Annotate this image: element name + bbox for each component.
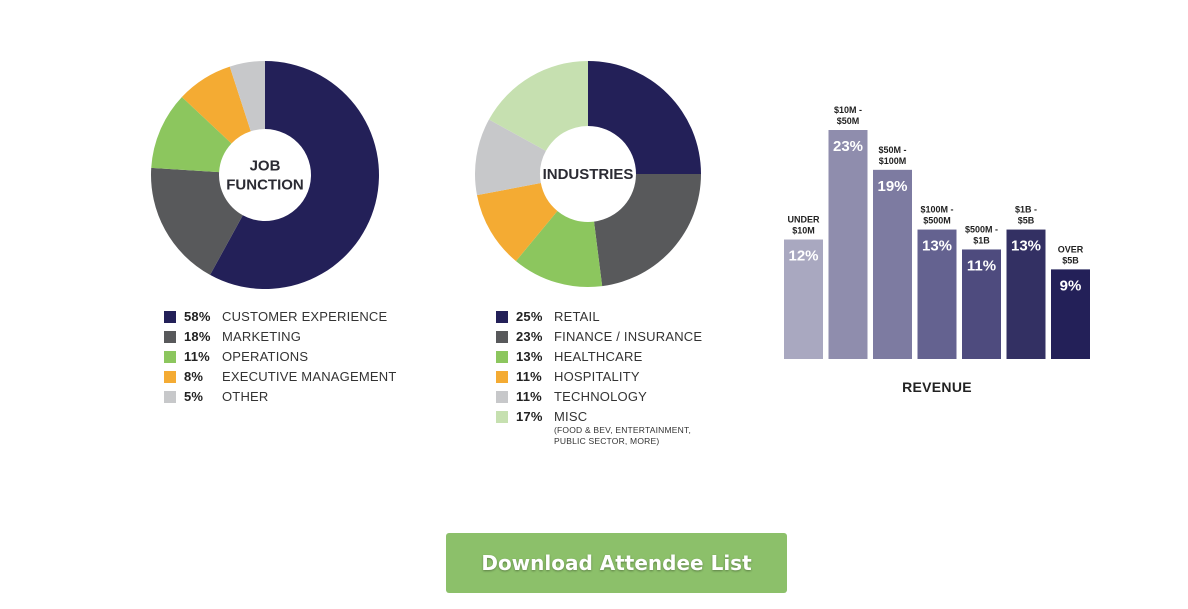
industries-legend: 25% RETAIL 23% FINANCE / INSURANCE 13% HEALTH…: [496, 307, 756, 446]
legend-swatch: [496, 371, 508, 383]
revenue-bar-value: 19%: [877, 178, 907, 195]
job-function-slice-other: [229, 61, 265, 132]
job-function-title-line: FUNCTION: [226, 177, 304, 194]
legend-swatch: [496, 411, 508, 423]
industries-legend-item: 13% HEALTHCARE: [496, 347, 756, 367]
industries-title-line: INDUSTRIES: [543, 166, 634, 183]
revenue-bar-value: 23%: [833, 138, 863, 155]
industries-slice-hospitality: [477, 182, 558, 262]
revenue-category-label: $500M: [923, 216, 951, 226]
revenue-category-label: $5B: [1062, 255, 1079, 265]
legend-label: OTHER: [222, 389, 269, 404]
legend-swatch: [496, 331, 508, 343]
revenue-bar: [917, 229, 957, 359]
industries-slice-retail: [588, 61, 701, 174]
legend-swatch: [164, 391, 176, 403]
legend-percent: 11%: [184, 349, 210, 364]
legend-label: OPERATIONS: [222, 349, 309, 364]
revenue-bar-value: 13%: [922, 238, 952, 255]
legend-percent: 25%: [516, 309, 543, 324]
industries-legend-item: 23% FINANCE / INSURANCE: [496, 327, 756, 347]
revenue-bar-value: 9%: [1060, 277, 1082, 294]
revenue-category-label: $1B: [973, 235, 990, 245]
legend-label: FINANCE / INSURANCE: [554, 329, 703, 344]
revenue-bar: [962, 249, 1001, 359]
legend-percent: 11%: [516, 369, 542, 384]
industries-legend-item: 17% MISC (FOOD & BEV, ENTERTAINMENT, PUBLI…: [496, 407, 756, 446]
revenue-bar-value: 13%: [1011, 238, 1041, 255]
industries-donut: INDUSTRIES: [475, 61, 701, 287]
revenue-category-label: $500M -: [965, 224, 998, 234]
legend-percent: 13%: [516, 349, 543, 364]
revenue-category-label: $5B: [1018, 216, 1035, 226]
industries-slice-healthcare: [515, 210, 603, 287]
legend-percent: 17%: [516, 409, 543, 424]
legend-swatch: [164, 371, 176, 383]
revenue-category-label: $100M -: [920, 205, 953, 215]
revenue-bar-value: 12%: [788, 248, 818, 265]
legend-label: HEALTHCARE: [554, 349, 643, 364]
legend-percent: 18%: [184, 329, 211, 344]
job-function-title-line: JOB: [250, 158, 281, 175]
job-function-slice-executive-management: [181, 66, 251, 144]
legend-percent: 11%: [516, 389, 542, 404]
revenue-category-label: UNDER: [787, 215, 820, 225]
revenue-category-label: $10M -: [834, 105, 862, 115]
revenue-bar-chart: 12% UNDER$10M 23% $10M -$50M 19% $50M -$100M 1…: [784, 105, 1090, 395]
legend-note: (FOOD & BEV, ENTERTAINMENT, PUBLIC SECTO…: [554, 425, 692, 446]
industries-legend-item: 11% TECHNOLOGY: [496, 387, 756, 407]
revenue-bar: [828, 130, 868, 359]
revenue-category-label: $50M: [837, 116, 860, 126]
legend-label: MISC: [554, 409, 588, 424]
job-function-legend-item: 8% EXECUTIVE MANAGEMENT: [164, 367, 424, 387]
legend-swatch: [496, 311, 508, 323]
revenue-category-label: OVER: [1058, 244, 1084, 254]
legend-swatch: [164, 311, 176, 323]
job-function-legend-item: 11% OPERATIONS: [164, 347, 424, 367]
revenue-title: REVENUE: [902, 379, 972, 395]
legend-swatch: [164, 331, 176, 343]
revenue-category-label: $50M -: [878, 145, 906, 155]
legend-swatch: [496, 351, 508, 363]
job-function-slice-operations: [151, 96, 232, 173]
industries-legend-item: 11% HOSPITALITY: [496, 367, 756, 387]
legend-label: HOSPITALITY: [554, 369, 640, 384]
revenue-category-label: $1B -: [1015, 205, 1037, 215]
revenue-category-label: $100M: [879, 156, 907, 166]
job-function-legend-item: 58% CUSTOMER EXPERIENCE: [164, 307, 424, 327]
legend-percent: 8%: [184, 369, 204, 384]
industries-slice-misc: [488, 61, 588, 151]
legend-label: MARKETING: [222, 329, 302, 344]
legend-swatch: [496, 391, 508, 403]
industries-legend-item: 25% RETAIL: [496, 307, 756, 327]
revenue-bar: [1006, 229, 1046, 359]
download-attendee-list-button[interactable]: Download Attendee List: [446, 533, 787, 593]
legend-swatch: [164, 351, 176, 363]
job-function-slice-customer-experience: [210, 61, 379, 289]
legend-label: TECHNOLOGY: [554, 389, 648, 404]
legend-label: EXECUTIVE MANAGEMENT: [222, 369, 397, 384]
legend-label: RETAIL: [554, 309, 600, 324]
job-function-slice-marketing: [151, 167, 243, 275]
legend-percent: 5%: [184, 389, 204, 404]
legend-percent: 23%: [516, 329, 543, 344]
industries-slice-finance-insurance: [594, 174, 701, 287]
revenue-bar-value: 11%: [967, 257, 996, 274]
revenue-bar: [1051, 269, 1090, 359]
revenue-category-label: $10M: [792, 226, 815, 236]
job-function-legend-item: 5% OTHER: [164, 387, 424, 407]
job-function-legend: 58% CUSTOMER EXPERIENCE 18% MARKETING 11% OPE…: [164, 307, 424, 407]
job-function-donut: JOB FUNCTION: [151, 61, 379, 289]
industries-slice-technology: [475, 119, 546, 196]
legend-label: CUSTOMER EXPERIENCE: [222, 309, 388, 324]
legend-percent: 58%: [184, 309, 211, 324]
job-function-legend-item: 18% MARKETING: [164, 327, 424, 347]
revenue-bar: [873, 169, 912, 359]
revenue-bar: [784, 239, 823, 359]
